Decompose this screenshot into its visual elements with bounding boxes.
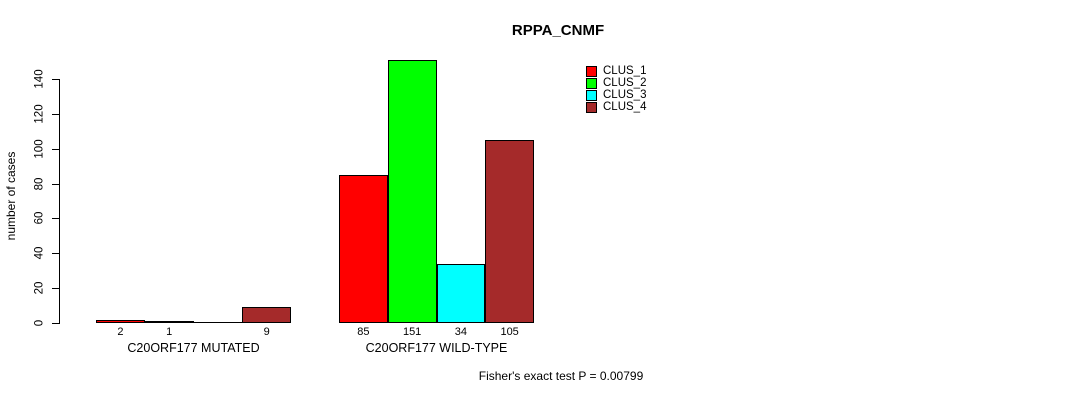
category-label: C20ORF177 MUTATED — [127, 341, 260, 355]
legend-item-clus_3: CLUS_3 — [586, 89, 647, 102]
bar-clus_2-0 — [144, 321, 194, 324]
bar-clus_2-1 — [387, 59, 437, 323]
y-axis-tick-label: 40 — [33, 246, 46, 260]
y-axis-tick-label: 80 — [33, 177, 46, 190]
bar-clus_1-0 — [96, 319, 145, 323]
bar-value-label: 151 — [402, 326, 422, 338]
y-axis-tick-label: 0 — [33, 319, 46, 327]
bar-clus_3-1 — [436, 263, 486, 323]
legend-label: CLUS_1 — [603, 65, 647, 77]
y-axis-line — [59, 79, 60, 324]
legend-item-clus_4: CLUS_4 — [586, 101, 647, 114]
y-axis-tick — [52, 218, 59, 220]
y-axis-tick — [52, 253, 59, 255]
y-axis-tick — [52, 148, 59, 150]
legend-item-clus_2: CLUS_2 — [586, 77, 647, 90]
y-axis-tick-label: 20 — [33, 281, 46, 295]
bar-clus_4-0 — [242, 307, 291, 323]
fisher-test-annotation: Fisher's exact test P = 0.00799 — [478, 369, 644, 383]
bar-value-label: 2 — [117, 326, 124, 338]
legend-item-clus_1: CLUS_1 — [586, 65, 647, 78]
y-axis-tick — [52, 323, 59, 324]
y-axis-tick — [52, 183, 59, 185]
legend-label: CLUS_2 — [603, 77, 647, 89]
legend-label: CLUS_4 — [603, 101, 647, 113]
y-axis-tick — [52, 288, 59, 290]
y-axis-tick-label: 60 — [33, 212, 46, 225]
chart-title: RPPA_CNMF — [511, 22, 605, 39]
category-label: C20ORF177 WILD-TYPE — [365, 341, 508, 355]
y-axis-label: number of cases — [4, 151, 18, 241]
legend-swatch-clus_3 — [586, 90, 597, 102]
bar-clus_3-0 — [193, 322, 243, 323]
y-axis-tick — [52, 79, 59, 80]
y-axis-tick-label: 120 — [33, 104, 46, 124]
legend-label: CLUS_3 — [603, 89, 647, 101]
bar-value-label: 9 — [263, 326, 270, 338]
y-axis-tick — [52, 113, 59, 115]
legend-swatch-clus_4 — [586, 102, 597, 114]
bar-value-label: 1 — [166, 326, 173, 338]
y-axis-tick-label: 140 — [33, 69, 46, 89]
y-axis-tick-label: 100 — [33, 139, 46, 159]
bar-clus_4-1 — [485, 140, 534, 323]
bar-value-label: 85 — [357, 326, 370, 338]
legend-swatch-clus_2 — [586, 78, 597, 90]
bar-value-label: 34 — [454, 326, 467, 338]
legend-swatch-clus_1 — [586, 66, 597, 78]
bar-clus_1-1 — [339, 174, 388, 323]
bar-value-label: 105 — [500, 326, 519, 338]
